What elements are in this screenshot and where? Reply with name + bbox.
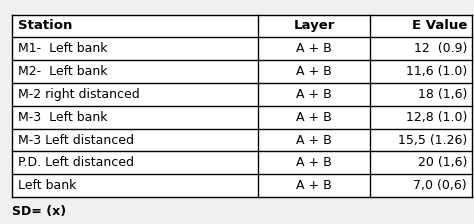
Text: A + B: A + B xyxy=(296,156,332,169)
Text: Left bank: Left bank xyxy=(18,179,76,192)
Text: E Value: E Value xyxy=(411,19,467,32)
Text: 12  (0.9): 12 (0.9) xyxy=(413,42,467,55)
Text: A + B: A + B xyxy=(296,65,332,78)
Text: A + B: A + B xyxy=(296,88,332,101)
Text: 12,8 (1.0): 12,8 (1.0) xyxy=(406,111,467,124)
Text: 18 (1,6): 18 (1,6) xyxy=(418,88,467,101)
Text: M2-  Left bank: M2- Left bank xyxy=(18,65,108,78)
Text: M1-  Left bank: M1- Left bank xyxy=(18,42,108,55)
Text: 11,6 (1.0): 11,6 (1.0) xyxy=(406,65,467,78)
Text: Station: Station xyxy=(18,19,73,32)
Text: M-2 right distanced: M-2 right distanced xyxy=(18,88,140,101)
Text: A + B: A + B xyxy=(296,179,332,192)
Text: 7,0 (0,6): 7,0 (0,6) xyxy=(413,179,467,192)
Text: 15,5 (1.26): 15,5 (1.26) xyxy=(398,134,467,146)
Text: M-3  Left bank: M-3 Left bank xyxy=(18,111,108,124)
Text: A + B: A + B xyxy=(296,134,332,146)
Text: A + B: A + B xyxy=(296,42,332,55)
Text: 20 (1,6): 20 (1,6) xyxy=(418,156,467,169)
Text: Layer: Layer xyxy=(293,19,335,32)
Text: SD= (x): SD= (x) xyxy=(12,205,66,218)
Text: M-3 Left distanced: M-3 Left distanced xyxy=(18,134,134,146)
Text: P.D. Left distanced: P.D. Left distanced xyxy=(18,156,134,169)
Text: A + B: A + B xyxy=(296,111,332,124)
